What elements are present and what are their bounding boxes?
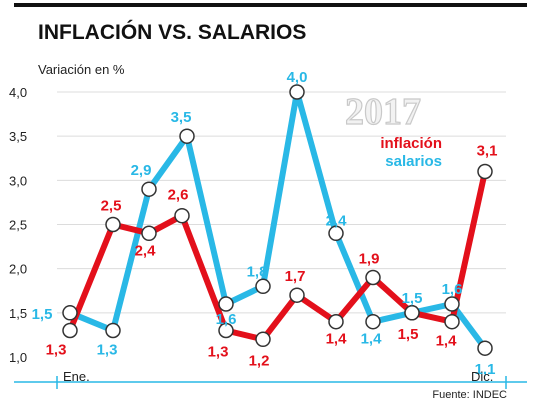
- data-point-inflacion: [62, 322, 78, 339]
- data-point-inflacion: [477, 163, 493, 180]
- data-point-inflacion: [444, 313, 460, 330]
- data-label-salarios: 1,1: [475, 361, 496, 378]
- data-point-salarios: [62, 305, 78, 321]
- data-label-salarios: 1,8: [247, 263, 268, 280]
- data-label-salarios: 1,6: [442, 281, 463, 298]
- data-label-inflacion: 1,7: [285, 268, 306, 285]
- legend-salarios: salarios: [385, 153, 442, 170]
- y-axis-label: Variación en %: [38, 62, 125, 77]
- y-tick-label: 3,5: [9, 129, 27, 144]
- x-tick-end-label: Dic.: [471, 369, 493, 384]
- chart-title: INFLACIÓN VS. SALARIOS: [38, 20, 306, 44]
- data-label-inflacion: 1,9: [359, 251, 380, 268]
- y-tick-label: 4,0: [9, 85, 27, 100]
- y-axis-ticks: 1,0 1,5 2,0 2,5 3,0 3,5 4,0: [9, 85, 27, 365]
- data-label-inflacion: 2,6: [168, 187, 189, 204]
- data-label-inflacion: 1,5: [398, 326, 419, 343]
- data-label-inflacion: 2,5: [101, 198, 122, 215]
- data-label-salarios: 2,9: [131, 162, 152, 179]
- data-point-salarios: [289, 84, 305, 100]
- data-label-salarios: 1,3: [97, 342, 118, 359]
- data-label-salarios: 3,5: [171, 109, 192, 126]
- x-tick-start-label: Ene.: [63, 369, 90, 384]
- data-label-inflacion: 3,1: [477, 143, 498, 160]
- data-labels: 1,5 1,3 2,9 3,5 1,6 1,8 4,0 2,4 1,4 1,5 1,6 1,1 1,3 2…: [32, 69, 498, 378]
- data-label-salarios: 4,0: [287, 69, 308, 86]
- y-tick-label: 1,0: [9, 350, 27, 365]
- data-point-salarios: [255, 278, 271, 295]
- data-point-salarios: [444, 296, 460, 312]
- year-watermark: 2017: [345, 91, 421, 133]
- data-point-salarios: [328, 225, 344, 242]
- data-label-salarios: 1,6: [216, 311, 237, 328]
- data-point-salarios: [141, 181, 157, 197]
- data-label-inflacion: 2,4: [135, 242, 157, 259]
- data-point-inflacion: [255, 331, 271, 348]
- data-point-inflacion: [365, 269, 381, 286]
- title-rule: [14, 3, 527, 7]
- data-label-inflacion: 1,4: [436, 333, 458, 350]
- data-label-inflacion: 1,3: [46, 342, 67, 359]
- data-label-salarios: 1,5: [32, 306, 53, 323]
- data-label-salarios: 2,4: [326, 212, 348, 229]
- data-point-salarios: [218, 296, 234, 312]
- data-point-salarios: [477, 340, 493, 356]
- y-tick-label: 3,0: [9, 173, 27, 188]
- data-point-salarios: [179, 128, 195, 144]
- data-point-inflacion: [141, 225, 157, 242]
- y-tick-label: 1,5: [9, 306, 27, 321]
- data-point-inflacion: [105, 216, 121, 233]
- data-label-salarios: 1,4: [361, 331, 383, 348]
- data-point-inflacion: [328, 313, 344, 330]
- data-point-inflacion: [404, 305, 420, 321]
- data-point-inflacion: [218, 322, 234, 339]
- data-label-inflacion: 1,4: [326, 331, 348, 348]
- data-point-salarios: [105, 322, 121, 339]
- data-label-inflacion: 1,3: [208, 344, 229, 361]
- data-point-salarios: [365, 313, 381, 330]
- data-point-inflacion: [289, 287, 305, 303]
- data-point-inflacion: [174, 207, 190, 224]
- data-label-salarios: 1,5: [402, 290, 423, 307]
- source-note: Fuente: INDEC: [432, 389, 507, 401]
- data-label-inflacion: 1,2: [249, 352, 270, 369]
- series-points: [62, 84, 493, 356]
- y-tick-label: 2,0: [9, 262, 27, 277]
- y-tick-label: 2,5: [9, 218, 27, 233]
- legend-inflacion: inflación: [380, 135, 442, 152]
